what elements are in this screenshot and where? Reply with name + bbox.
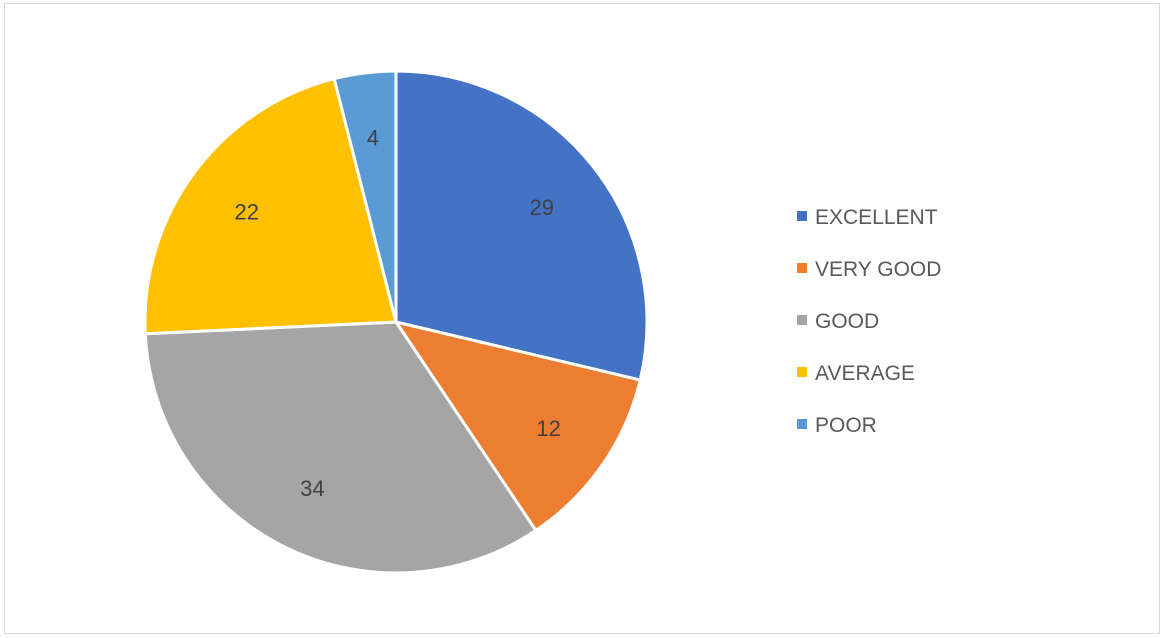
pie-slice-excellent xyxy=(394,69,649,382)
pie-data-labels: 29 12 34 22 4 xyxy=(235,126,561,501)
legend-label-average: AVERAGE xyxy=(815,362,915,385)
legend-swatch-very-good xyxy=(797,263,807,273)
chart-area: 29 12 34 22 4 EXCELLENT VERY GOOD GOOD AVERAGE P… xyxy=(4,3,1160,634)
pie-slice-very-good xyxy=(394,320,642,532)
legend-swatch-excellent xyxy=(797,211,807,221)
pie-slice-poor xyxy=(332,69,398,324)
legend: EXCELLENT VERY GOOD GOOD AVERAGE POOR xyxy=(797,206,941,437)
pie-slice-good xyxy=(143,320,538,575)
legend-label-poor: POOR xyxy=(815,414,877,437)
data-label-good: 34 xyxy=(300,476,324,501)
legend-item-good: GOOD xyxy=(797,310,879,333)
legend-label-good: GOOD xyxy=(815,310,879,333)
pie-slices xyxy=(143,69,649,575)
legend-item-average: AVERAGE xyxy=(797,362,915,385)
data-label-poor: 4 xyxy=(367,126,379,151)
pie-slice-average xyxy=(143,77,398,336)
legend-item-excellent: EXCELLENT xyxy=(797,206,938,229)
legend-label-excellent: EXCELLENT xyxy=(815,206,938,229)
legend-swatch-average xyxy=(797,367,807,377)
data-label-average: 22 xyxy=(235,199,259,224)
legend-swatch-good xyxy=(797,315,807,325)
legend-item-very-good: VERY GOOD xyxy=(797,258,941,281)
data-label-excellent: 29 xyxy=(529,195,553,220)
data-label-very-good: 12 xyxy=(536,416,560,441)
legend-swatch-poor xyxy=(797,419,807,429)
legend-item-poor: POOR xyxy=(797,414,877,437)
pie-chart: 29 12 34 22 4 EXCELLENT VERY GOOD GOOD AVERAGE P… xyxy=(143,69,941,575)
legend-label-very-good: VERY GOOD xyxy=(815,258,941,281)
